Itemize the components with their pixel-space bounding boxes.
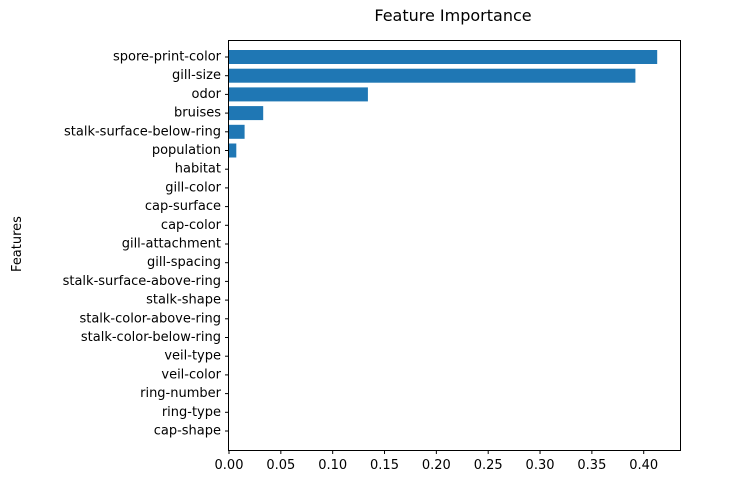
plot-frame — [228, 40, 681, 451]
bar-gill-size — [229, 68, 636, 83]
y-tick-label-stalk-shape: stalk-shape — [146, 293, 221, 308]
y-tick-label-cap-color: cap-color — [161, 218, 222, 233]
x-tick-label: 0.30 — [526, 458, 555, 473]
x-tick-label: 0.20 — [422, 458, 451, 473]
x-tick-label: 0.35 — [577, 458, 606, 473]
x-tick-label: 0.15 — [370, 458, 399, 473]
x-tick-label: 0.40 — [629, 458, 658, 473]
x-tick-label: 0.00 — [215, 458, 244, 473]
bar-spore-print-color — [229, 50, 658, 64]
chart-title: Feature Importance — [374, 6, 531, 25]
bar-population — [229, 143, 237, 158]
y-tick-label-stalk-color-above-ring: stalk-color-above-ring — [79, 311, 221, 326]
bars-layer — [229, 50, 658, 158]
y-tick-layer: spore-print-color gill-size odor bruises sta… — [63, 50, 229, 439]
bar-stalk-surface-below-ring — [229, 124, 245, 139]
y-tick-label-stalk-color-below-ring: stalk-color-below-ring — [81, 330, 221, 345]
y-tick-label-gill-attachment: gill-attachment — [122, 237, 221, 252]
y-tick-label-ring-number: ring-number — [140, 386, 222, 401]
y-tick-label-cap-shape: cap-shape — [154, 424, 221, 439]
y-tick-label-odor: odor — [191, 87, 221, 102]
x-tick-label: 0.25 — [474, 458, 503, 473]
y-tick-label-ring-type: ring-type — [162, 405, 221, 420]
y-tick-label-stalk-surface-below-ring: stalk-surface-below-ring — [64, 124, 221, 139]
bar-bruises — [229, 106, 264, 121]
x-tick-label: 0.05 — [266, 458, 295, 473]
y-tick-label-population: population — [152, 143, 221, 158]
x-tick-label: 0.10 — [318, 458, 347, 473]
x-tick-layer: 0.00 0.05 0.10 0.15 0.20 0.25 0.30 0.35 0.40 — [215, 450, 658, 473]
y-tick-label-veil-type: veil-type — [164, 349, 221, 364]
y-tick-label-cap-surface: cap-surface — [145, 199, 221, 214]
y-tick-label-bruises: bruises — [174, 106, 221, 121]
y-tick-label-gill-size: gill-size — [172, 68, 221, 83]
y-tick-label-habitat: habitat — [175, 162, 221, 177]
y-tick-label-gill-color: gill-color — [165, 180, 221, 195]
y-tick-label-spore-print-color: spore-print-color — [113, 50, 222, 65]
bar-odor — [229, 87, 368, 102]
y-tick-label-stalk-surface-above-ring: stalk-surface-above-ring — [63, 274, 221, 289]
y-tick-label-veil-color: veil-color — [161, 367, 221, 382]
y-axis-label: Features — [10, 216, 25, 272]
y-tick-label-gill-spacing: gill-spacing — [147, 255, 221, 270]
